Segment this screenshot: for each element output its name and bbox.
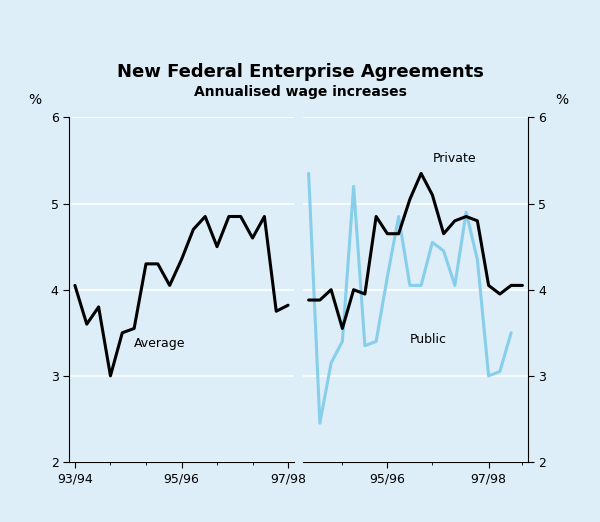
Text: Annualised wage increases: Annualised wage increases	[194, 85, 406, 99]
Text: New Federal Enterprise Agreements: New Federal Enterprise Agreements	[116, 63, 484, 81]
Text: Average: Average	[134, 337, 185, 350]
Text: Public: Public	[410, 333, 447, 346]
Text: Private: Private	[433, 152, 476, 165]
Text: %: %	[556, 93, 569, 107]
Text: %: %	[29, 93, 41, 107]
